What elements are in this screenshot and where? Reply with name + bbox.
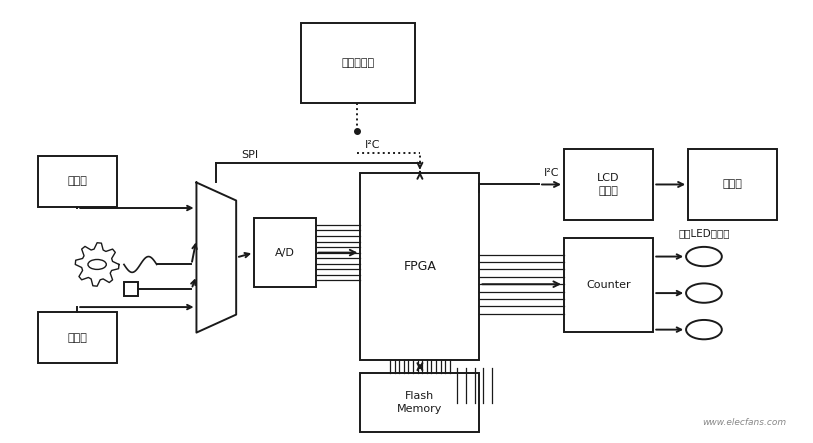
Text: I²C: I²C	[365, 140, 380, 150]
Bar	[124, 282, 138, 296]
Text: A/D: A/D	[275, 248, 295, 258]
Bar	[564, 238, 654, 332]
Text: www.elecfans.com: www.elecfans.com	[702, 418, 786, 427]
Bar	[254, 218, 315, 287]
Bar	[37, 312, 117, 363]
Text: 状态LED指示灯: 状态LED指示灯	[678, 228, 730, 238]
Text: 传感器: 传感器	[67, 333, 87, 342]
Text: 传感器: 传感器	[67, 176, 87, 187]
Text: 显示器: 显示器	[723, 179, 743, 190]
Text: Flash
Memory: Flash Memory	[398, 391, 442, 414]
Text: FPGA: FPGA	[403, 260, 437, 273]
Text: SPI: SPI	[241, 150, 259, 160]
Text: Counter: Counter	[586, 280, 631, 290]
Text: 微型控制器: 微型控制器	[341, 58, 375, 68]
Bar	[301, 23, 415, 104]
Bar	[360, 173, 480, 360]
Bar	[564, 149, 654, 220]
Bar	[360, 373, 480, 432]
Bar	[37, 156, 117, 207]
Text: LCD
控制器: LCD 控制器	[598, 173, 620, 196]
Text: I²C: I²C	[544, 167, 559, 178]
Bar	[688, 149, 777, 220]
